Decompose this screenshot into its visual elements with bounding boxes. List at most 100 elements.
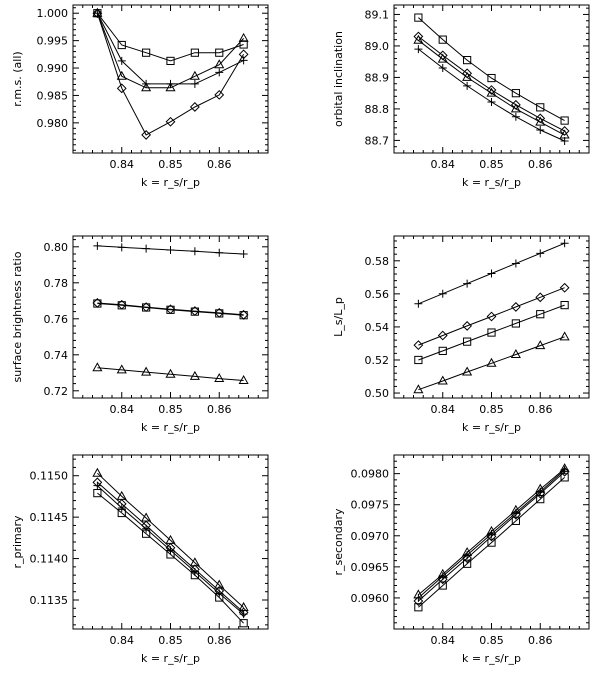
panel-6-series-square-point bbox=[511, 516, 520, 525]
panel-4-ytick-label: 0.50 bbox=[365, 387, 390, 400]
panel-5-series-plus-point bbox=[166, 546, 175, 555]
panel-3-xtick-label: 0.85 bbox=[158, 403, 183, 416]
panel-5-series-square-point bbox=[166, 550, 175, 559]
panel-2-series-square-point bbox=[511, 89, 520, 98]
panel-2-series-square-point bbox=[560, 116, 569, 125]
panel-3-series-plus-point bbox=[239, 250, 248, 258]
panel-2-series-square-point bbox=[536, 103, 545, 112]
panel-4-series-square-point bbox=[438, 346, 447, 355]
panel-4-series-diamond-point bbox=[413, 340, 424, 351]
panel-3-xtick-label: 0.84 bbox=[110, 403, 135, 416]
panel-4-series-triangle-point bbox=[559, 331, 570, 341]
panel-6-ytick-label: 0.0960 bbox=[351, 592, 390, 605]
panel-6-ytick-label: 0.0975 bbox=[351, 499, 390, 512]
panel-2-series-plus-line bbox=[418, 48, 565, 142]
panel-2-series-plus-point bbox=[414, 45, 423, 54]
panel-2-xtick-label: 0.84 bbox=[431, 158, 456, 171]
panel-6-series-square-point bbox=[438, 581, 447, 590]
panel-6-xlabel: k = r_s/r_p bbox=[462, 652, 521, 665]
panel-2: 0.84 0.85 0.86 88.7 88.8 88.9 89.0 89.1 k = r_s/… bbox=[332, 4, 590, 189]
panel-4-series-diamond-point bbox=[437, 330, 448, 341]
panel-4-series-square-point bbox=[511, 319, 520, 328]
panel-1-series-square-line bbox=[97, 12, 244, 62]
panel-5-xtick-label: 0.85 bbox=[158, 634, 183, 647]
panel-4-xtick-label: 0.85 bbox=[479, 403, 504, 416]
panel-4-ylabel: L_s/L_p bbox=[332, 297, 345, 337]
panel-2-series-triangle-line bbox=[418, 39, 565, 136]
panel-3-series-diamond-point bbox=[238, 309, 249, 320]
panel-4-series-diamond-line bbox=[418, 287, 565, 346]
panel-6-xtick-label: 0.86 bbox=[528, 634, 553, 647]
panel-2-xtick-label: 0.86 bbox=[528, 158, 553, 171]
panel-1-series-square-point bbox=[142, 48, 151, 57]
panel-4-xtick-label: 0.86 bbox=[528, 403, 553, 416]
panel-2-ytick-label: 88.8 bbox=[365, 103, 390, 116]
panel-6-series-diamond-point bbox=[559, 466, 570, 477]
panel-5-series-plus-point bbox=[142, 524, 151, 533]
panel-3-ylabel: surface brightness ratio bbox=[11, 251, 24, 382]
panel-5-series-triangle-line bbox=[97, 472, 244, 608]
panel-6-series-square-point bbox=[536, 495, 545, 504]
panel-3-ytick-label: 0.74 bbox=[44, 349, 69, 362]
panel-2-xlabel: k = r_s/r_p bbox=[462, 176, 521, 189]
panel-5-ytick-label: 0.1140 bbox=[30, 553, 69, 566]
panel-1-series-square-point bbox=[190, 48, 199, 57]
panel-4-series-triangle-line bbox=[418, 336, 565, 391]
panel-3-series-diamond-point bbox=[214, 307, 225, 318]
panel-3-series-diamond-point bbox=[116, 299, 127, 310]
panel-4-series-triangle-point bbox=[437, 375, 448, 385]
panel-6-series-square-point bbox=[560, 473, 569, 482]
panel-1-ytick-label: 0.990 bbox=[37, 62, 69, 75]
panel-4-series-triangle-point bbox=[510, 349, 521, 359]
panel-2-xtick-label: 0.85 bbox=[479, 158, 504, 171]
panel-3-series-diamond-point bbox=[141, 302, 152, 313]
panel-3-series-plus-point bbox=[190, 247, 199, 256]
panel-1-xlabel: k = r_s/r_p bbox=[141, 176, 200, 189]
panel-4-series-triangle-point bbox=[413, 384, 424, 394]
panel-6-ytick-label: 0.0980 bbox=[351, 468, 390, 481]
panel-1-series-triangle-line bbox=[96, 13, 244, 89]
panel-2-series-triangle-point bbox=[535, 116, 546, 126]
panel-6-series-diamond-point bbox=[486, 531, 497, 542]
panel-4-ytick-label: 0.52 bbox=[365, 354, 390, 367]
panel-1-series-diamond-point bbox=[141, 130, 152, 140]
panel-4-series-triangle-point bbox=[462, 366, 473, 376]
panel-6-ytick-label: 0.0965 bbox=[351, 561, 390, 574]
panel-4-xtick-label: 0.84 bbox=[431, 403, 456, 416]
panel-6-series-square-point bbox=[414, 603, 423, 612]
panel-6-series-diamond-line bbox=[418, 471, 565, 602]
panel-3-series-diamond-line bbox=[97, 302, 244, 316]
panel-4-series-plus-point bbox=[560, 239, 569, 248]
panel-4-series-square-point bbox=[487, 328, 496, 337]
panel-2-ytick-label: 88.7 bbox=[365, 134, 390, 147]
panel-4-ytick-label: 0.58 bbox=[365, 255, 390, 268]
panel-1-series-plus-point bbox=[239, 56, 248, 65]
panel-3-series-plus-point bbox=[93, 241, 102, 250]
panel-5-series-square-point bbox=[215, 593, 224, 602]
panel-4-series-square-point bbox=[414, 355, 423, 365]
panel-1-xtick-label: 0.84 bbox=[110, 158, 135, 171]
panel-4-series-plus-point bbox=[463, 279, 472, 288]
panel-6-series-square-point bbox=[463, 559, 472, 568]
panel-2-series-plus-point bbox=[438, 63, 447, 72]
panel-3-series-diamond-point bbox=[92, 298, 103, 308]
panel-2-ytick-label: 88.9 bbox=[365, 71, 390, 84]
panel-2-series-plus-point bbox=[511, 112, 520, 121]
panel-4-series-diamond-point bbox=[486, 311, 497, 322]
panel-1-series-diamond-point bbox=[189, 102, 200, 112]
panel-3-ytick-label: 0.72 bbox=[44, 385, 69, 398]
panel-3-series-triangle-point bbox=[92, 362, 103, 372]
panel-4-series-diamond-point bbox=[462, 321, 473, 331]
panel-5-series-plus-point bbox=[93, 481, 102, 490]
panel-1-xtick-label: 0.86 bbox=[207, 158, 232, 171]
panel-2-series-triangle-point bbox=[437, 53, 448, 63]
panel-5-xtick-label: 0.86 bbox=[207, 634, 232, 647]
panel-1-series-plus-point bbox=[190, 79, 199, 88]
panel-3-series-triangle-point bbox=[165, 368, 176, 378]
panel-5-series-plus-point bbox=[117, 504, 126, 513]
panel-4-xlabel: k = r_s/r_p bbox=[462, 421, 521, 434]
panel-2-ylabel: orbital inclination bbox=[332, 31, 345, 127]
panel-3-ytick-label: 0.76 bbox=[44, 313, 69, 326]
panel-2-series-triangle-point bbox=[510, 103, 521, 113]
